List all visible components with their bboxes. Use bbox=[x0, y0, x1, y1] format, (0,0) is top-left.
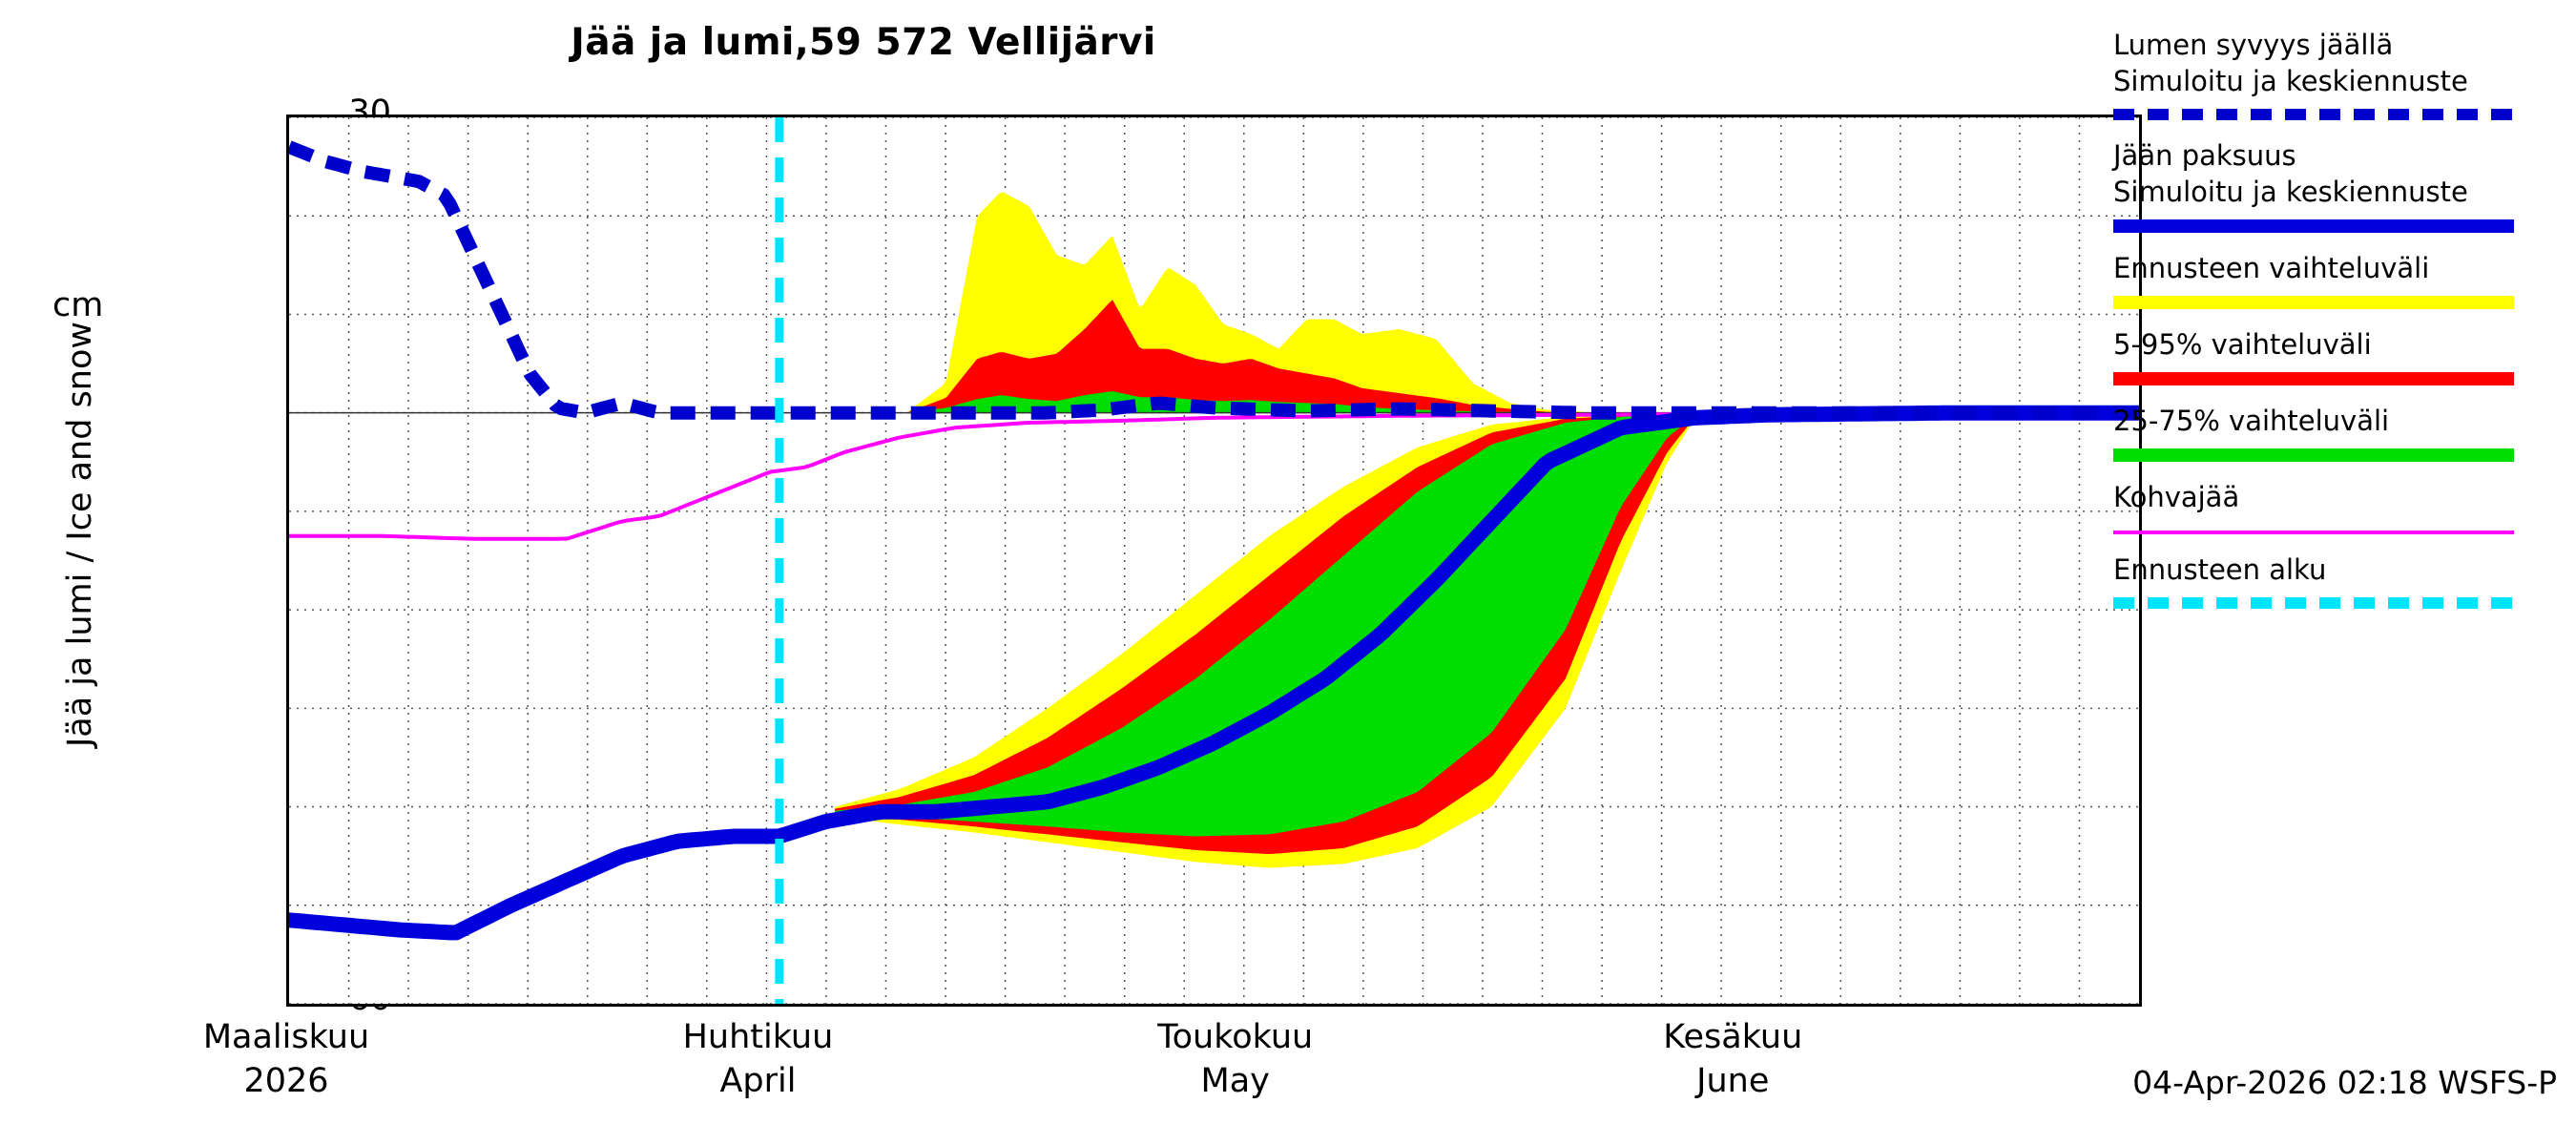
x-tick-label-fi: Maaliskuu bbox=[202, 1018, 370, 1056]
plot-svg bbox=[289, 117, 2139, 1004]
x-tick-label-en: April bbox=[719, 1062, 797, 1100]
series-kohvajaa bbox=[289, 411, 2139, 541]
legend-item-subtitle: Simuloitu ja keskiennuste bbox=[2113, 176, 2468, 208]
legend-item-title: Kohvajää bbox=[2113, 481, 2240, 513]
band-5-95-snow bbox=[908, 300, 1585, 413]
legend-item-title: 25-75% vaihteluväli bbox=[2113, 405, 2390, 437]
legend-item-title: 5-95% vaihteluväli bbox=[2113, 328, 2372, 361]
legend-item: Ennusteen alku bbox=[2113, 552, 2562, 609]
legend-item-title: Lumen syvyys jäällä bbox=[2113, 29, 2394, 61]
legend-item: 5-95% vaihteluväli bbox=[2113, 326, 2562, 385]
legend-item-swatch bbox=[2113, 597, 2514, 609]
legend-item-title: Ennusteen vaihteluväli bbox=[2113, 252, 2430, 284]
x-tick-label: Kesäkuu June bbox=[1561, 1018, 1904, 1100]
x-tick-label-fi: Toukokuu bbox=[1157, 1018, 1314, 1056]
x-tick-label: Maaliskuu 2026 bbox=[114, 1018, 458, 1100]
x-tick-label-en: May bbox=[1200, 1062, 1270, 1100]
legend: Lumen syvyys jäällä Simuloitu ja keskienn… bbox=[2113, 27, 2562, 626]
series-ice-thickness bbox=[289, 405, 2139, 941]
legend-item-swatch bbox=[2113, 109, 2514, 120]
legend-item-title: Ennusteen alku bbox=[2113, 553, 2327, 586]
x-tick-label-fi: Kesäkuu bbox=[1663, 1018, 1803, 1056]
legend-item-swatch bbox=[2113, 372, 2514, 385]
legend-item-swatch bbox=[2113, 531, 2514, 534]
legend-item-swatch bbox=[2113, 448, 2514, 462]
legend-item: Jään paksuus Simuloitu ja keskiennuste bbox=[2113, 137, 2562, 233]
legend-item-swatch bbox=[2113, 219, 2514, 233]
x-tick-label-en: June bbox=[1696, 1062, 1770, 1100]
footer-timestamp: 04-Apr-2026 02:18 WSFS-P bbox=[2132, 1064, 2557, 1101]
legend-item: Kohvajää bbox=[2113, 479, 2562, 534]
legend-item-subtitle: Simuloitu ja keskiennuste bbox=[2113, 65, 2468, 97]
y-axis-unit: cm bbox=[52, 286, 104, 324]
series-snow-depth bbox=[289, 140, 2139, 420]
legend-item: Ennusteen vaihteluväli bbox=[2113, 250, 2562, 309]
plot-area bbox=[286, 114, 2142, 1007]
band-25-75-ice bbox=[835, 413, 1695, 837]
x-tick-label: Toukokuu May bbox=[1064, 1018, 1407, 1100]
legend-item-swatch bbox=[2113, 296, 2514, 309]
legend-item: 25-75% vaihteluväli bbox=[2113, 403, 2562, 462]
x-tick-label-en: 2026 bbox=[243, 1062, 329, 1100]
legend-item: Lumen syvyys jäällä Simuloitu ja keskienn… bbox=[2113, 27, 2562, 120]
x-tick-label: Huhtikuu April bbox=[586, 1018, 929, 1100]
page-title: Jää ja lumi,59 572 Vellijärvi bbox=[571, 21, 1156, 64]
y-axis-label: Jää ja lumi / Ice and snow bbox=[61, 321, 99, 748]
legend-item-title: Jään paksuus bbox=[2113, 139, 2296, 172]
x-tick-label-fi: Huhtikuu bbox=[682, 1018, 834, 1056]
